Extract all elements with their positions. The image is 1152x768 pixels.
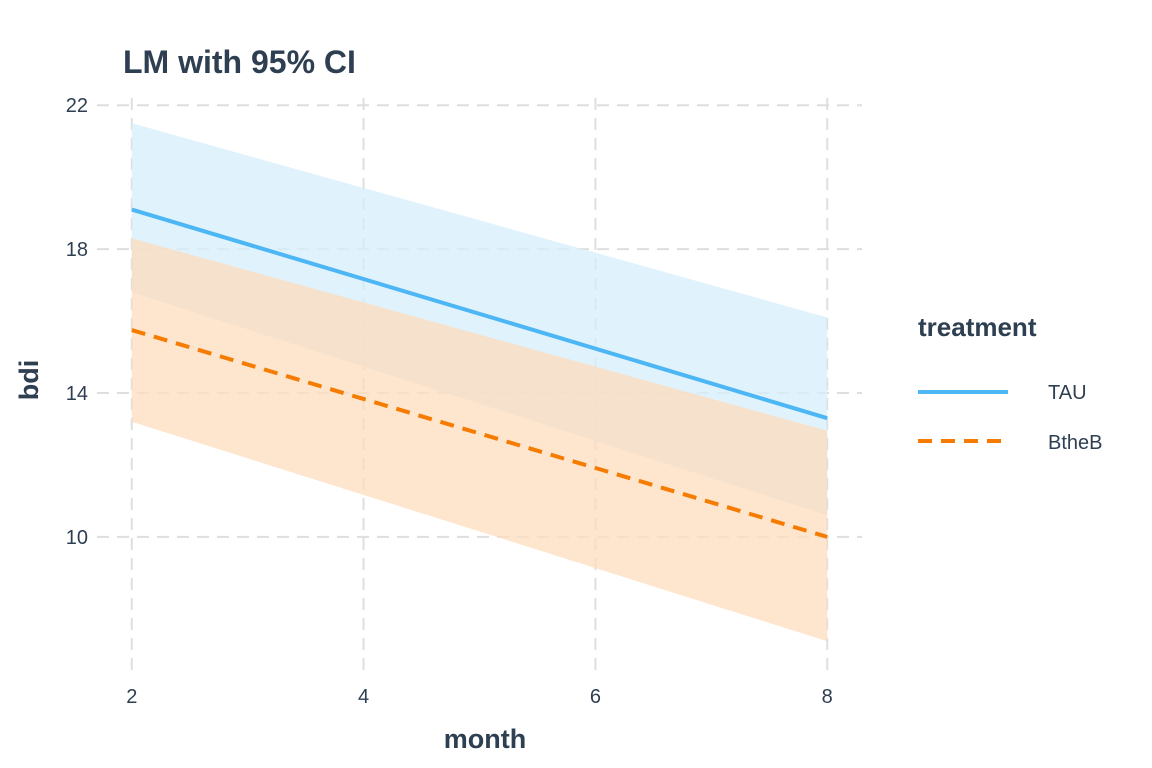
series-line-layer: [131, 207, 828, 539]
legend-label-tau: TAU: [1048, 382, 1087, 404]
tick-layer: 2 4 6 8 10 14 18 22: [66, 95, 833, 708]
y-tick-label-22: 22: [66, 95, 88, 117]
series-line-btheb: [131, 328, 828, 539]
legend-title: treatment: [918, 312, 1037, 342]
ci-band-layer: [131, 123, 828, 642]
legend-label-btheb: BtheB: [1048, 432, 1102, 454]
y-tick-label-18: 18: [66, 239, 88, 261]
x-tick-label-2: 2: [126, 686, 137, 708]
chart-title: LM with 95% CI: [123, 44, 356, 80]
y-axis-title: bdi: [14, 360, 44, 401]
x-tick-label-6: 6: [590, 686, 601, 708]
series-line-tau: [131, 207, 828, 421]
x-tick-label-8: 8: [822, 686, 833, 708]
y-tick-label-10: 10: [66, 527, 88, 549]
legend: treatment TAU BtheB: [918, 312, 1102, 454]
x-axis-title: month: [444, 724, 526, 754]
x-tick-label-4: 4: [358, 686, 369, 708]
y-tick-label-14: 14: [66, 383, 88, 405]
ci-band-btheb: [131, 238, 828, 642]
